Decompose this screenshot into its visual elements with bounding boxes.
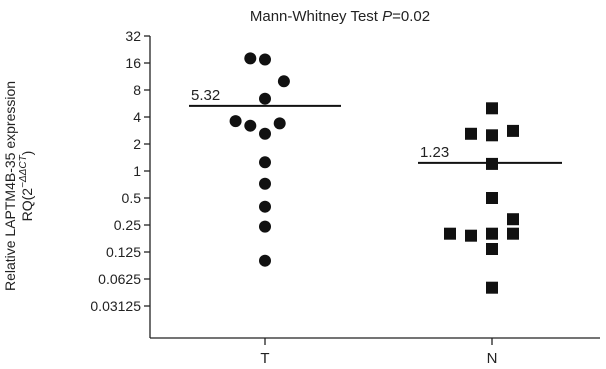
data-point-circle (244, 119, 257, 132)
data-point-square (486, 227, 498, 240)
x-tick-label: N (487, 350, 498, 367)
data-point-circle (229, 115, 242, 128)
data-points (229, 52, 519, 294)
data-point-circle (259, 127, 271, 140)
data-point-square (486, 243, 498, 256)
y-tick-label: 16 (125, 55, 141, 71)
y-tick-label: 0.0625 (98, 271, 141, 287)
data-point-square (507, 213, 519, 226)
y-tick-label: 1 (133, 163, 141, 179)
y-axis-label-line1: Relative LAPTM4B-35 expression (2, 81, 18, 291)
y-axis-label: Relative LAPTM4B-35 expression RQ(2−ΔΔCT… (2, 81, 35, 291)
chart-title-value: =0.02 (392, 8, 430, 25)
data-point-square (486, 129, 498, 142)
data-point-circle (259, 92, 271, 105)
data-point-square (486, 281, 498, 294)
data-point-circle (273, 117, 286, 130)
y-axis-ticks: 32 16 8 4 2 1 0.5 0.25 0.125 0.0625 0.03125 (90, 28, 150, 314)
y-tick-label: 4 (133, 109, 141, 125)
y-axis-label-superscript: −ΔΔCT (18, 154, 29, 187)
data-point-square (507, 124, 519, 137)
data-point-circle (259, 220, 271, 233)
chart-title: Mann-Whitney Test P=0.02 (250, 8, 430, 25)
y-tick-label: 2 (133, 136, 141, 152)
y-axis-label-line2: RQ(2−ΔΔCT) (18, 151, 35, 222)
median-label: 5.32 (191, 87, 220, 104)
data-point-circle (259, 200, 271, 213)
data-point-circle (244, 52, 257, 65)
data-point-circle (259, 156, 271, 169)
data-point-square (465, 127, 477, 140)
y-tick-label: 8 (133, 82, 141, 98)
data-point-square (444, 227, 456, 240)
data-point-square (507, 227, 519, 240)
y-tick-label: 0.5 (122, 190, 142, 206)
data-point-circle (277, 75, 290, 88)
y-tick-label: 0.125 (106, 244, 141, 260)
data-point-circle (259, 177, 271, 190)
x-tick-label: T (260, 350, 269, 367)
y-tick-label: 0.25 (114, 217, 141, 233)
chart-title-p: P (382, 8, 392, 25)
median-label: 1.23 (420, 144, 449, 161)
data-point-circle (259, 53, 271, 66)
data-point-square (486, 102, 498, 115)
data-point-square (465, 229, 477, 242)
y-tick-label: 0.03125 (90, 298, 141, 314)
data-point-circle (259, 254, 271, 267)
y-axis-label-prefix: RQ(2 (19, 188, 35, 222)
data-point-square (486, 157, 498, 170)
y-tick-label: 32 (125, 28, 141, 44)
data-point-square (486, 192, 498, 204)
chart-title-text: Mann-Whitney Test (250, 8, 382, 25)
y-axis-label-suffix: ) (19, 151, 35, 156)
